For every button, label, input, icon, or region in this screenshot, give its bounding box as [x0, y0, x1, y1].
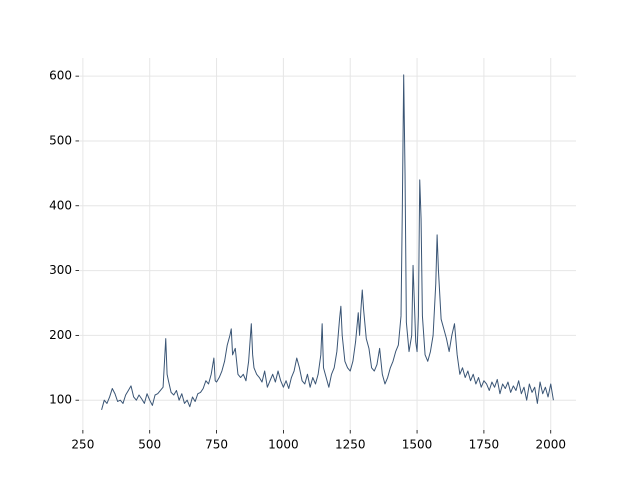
- x-tick-label: 250: [71, 438, 94, 452]
- y-tick-label: 600: [49, 69, 72, 83]
- x-tick-label: 1000: [268, 438, 299, 452]
- data-line: [101, 74, 554, 411]
- y-tick-label: 300: [49, 263, 72, 277]
- x-tick-label: 500: [138, 438, 161, 452]
- x-tick-label: 1500: [402, 438, 433, 452]
- x-tick-label: 2000: [535, 438, 566, 452]
- y-tick-label: 500: [49, 133, 72, 147]
- y-tick-label: 400: [49, 198, 72, 212]
- x-tick-label: 750: [205, 438, 228, 452]
- y-tick-label: 200: [49, 328, 72, 342]
- x-tick-label: 1750: [469, 438, 500, 452]
- x-tick-label: 1250: [335, 438, 366, 452]
- y-tick-label: 100: [49, 393, 72, 407]
